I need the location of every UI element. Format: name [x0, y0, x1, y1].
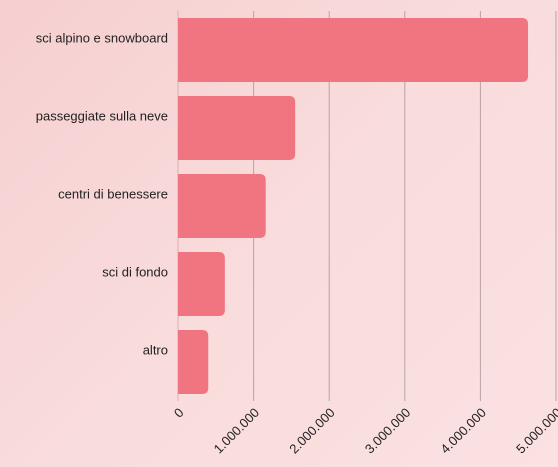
y-tick-label: centri di benessere: [58, 186, 168, 201]
y-tick-label: sci di fondo: [102, 264, 168, 279]
x-tick-label: 3.000.000: [362, 405, 414, 457]
y-tick-label: altro: [143, 342, 168, 357]
x-tick-label: 1.000.000: [211, 405, 263, 457]
y-tick-label: passeggiate sulla neve: [36, 108, 168, 123]
bar: [178, 96, 296, 160]
bar: [178, 252, 225, 316]
x-tick-label: 2.000.000: [286, 405, 338, 457]
x-tick-label: 0: [171, 405, 187, 421]
x-tick-label: 4.000.000: [437, 405, 489, 457]
bar: [178, 18, 529, 82]
y-tick-label: sci alpino e snowboard: [36, 30, 168, 45]
x-tick-label: 5.000.000: [513, 405, 558, 457]
bar: [178, 174, 266, 238]
bar: [178, 330, 209, 394]
